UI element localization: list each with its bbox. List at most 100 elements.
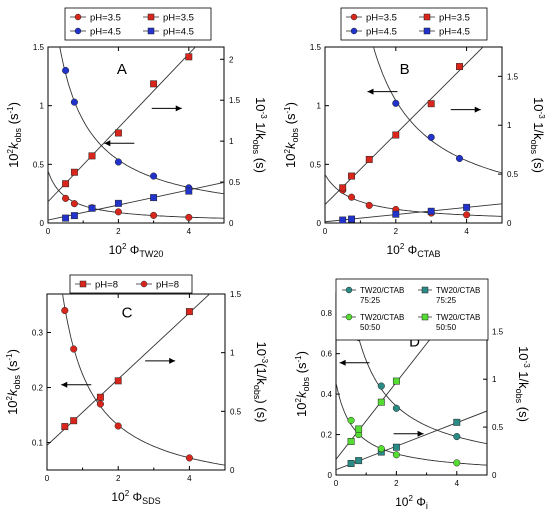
label-part: 2 [294,397,303,402]
label-part: 10 [254,342,269,356]
label-part: obs [12,374,22,389]
data-point-square [392,131,400,139]
data-point-circle [185,454,193,462]
y-right-tick-label: 0.5 [492,423,504,432]
legend-marker-square [79,280,87,288]
label-part: i [426,501,428,509]
legend-marker-circle [140,280,148,288]
y-right-tick-label: 1 [492,375,497,384]
data-point-square [88,152,96,160]
data-point-circle [392,99,400,107]
label-part: -1 [5,353,14,361]
label-part: (s) [253,154,268,173]
label-part: Φ [413,495,426,509]
y-left-tick-label: 0.5 [33,160,45,169]
series-1 [61,306,193,462]
data-point-square [427,207,435,215]
arrow-left-head [61,381,68,388]
label-part: obs [529,140,539,155]
data-point-square [355,457,363,465]
y-right-axis-label: 10-3 1/kobs (s) [251,97,268,173]
legend-marker-square [147,27,155,35]
y-right-tick-label: 0 [229,219,234,228]
y-right-tick-label: 1.5 [507,72,519,81]
legend-marker-circle [74,13,82,21]
y-right-tick-label: 0.5 [229,178,241,187]
legend-marker-square [423,27,431,35]
fit-line-0 [48,170,224,219]
label-part: obs [514,389,524,404]
data-point-circle [96,400,104,408]
x-tick-label: 4 [464,227,469,236]
y-right-tick-label: 1 [229,137,234,146]
label-part: (s [294,362,309,377]
data-point-square [70,168,78,176]
x-tick-label: 4 [187,474,192,483]
data-point-square [392,210,400,218]
data-point-circle [61,306,69,315]
legend-marker-square [423,13,431,21]
data-point-square [114,129,122,137]
data-point-circle [70,345,78,353]
data-point-circle [62,66,70,75]
label-part: (s) [531,154,546,173]
data-point-circle [150,172,158,180]
label-part: 2 [400,242,405,251]
y-left-tick-label: 0.2 [321,431,333,440]
data-point-circle [348,193,356,201]
label-part: obs [301,376,311,391]
x-tick-label: 4 [187,227,192,236]
data-point-circle [377,382,385,390]
legend-label: pH=4.5 [163,27,194,38]
legend-label: 50:50 [360,323,381,332]
label-part: -1 [6,106,15,114]
data-point-square [114,199,122,207]
x-tick-label: 4 [455,479,460,488]
label-part: 10 [294,402,309,416]
data-point-square [70,417,78,425]
data-point-square [62,214,70,222]
series-2 [347,416,461,467]
arrow-right-head [169,357,176,364]
y-right-tick-label: 0 [492,471,497,480]
plot-frame [324,46,503,224]
label-part: 1/k [253,119,268,140]
legend-marker-circle [350,27,358,35]
series-2 [62,66,193,192]
data-point-circle [62,194,70,202]
x-tick-label: 0 [46,227,51,236]
data-point-square [339,184,347,192]
legend-label: pH=8 [95,280,118,291]
y-left-tick-label: 0 [40,219,45,228]
label-part: 10 [531,97,546,111]
data-point-square [453,418,461,426]
label-part: 10 [111,490,125,504]
label-part: 10 [516,346,531,360]
legend-label: pH=4.5 [90,27,121,38]
data-point-square [88,204,96,212]
label-part: -3 [259,112,268,120]
label-part: Φ [404,243,417,257]
x-axis-label: 102 Φi [395,494,428,509]
label-part: -1 [283,106,292,114]
y-right-tick-label: 1 [507,121,512,130]
label-part: Φ [129,490,142,504]
series-3 [339,203,471,224]
legend-label: pH=4.5 [439,27,470,38]
label-part: k [283,141,298,149]
fit-line-2 [373,47,502,174]
legend-marker-square [421,286,429,294]
label-part: 10 [386,243,400,257]
label-part: (s [6,113,21,128]
y-right-tick-label: 0 [230,466,235,475]
y-left-axis-label: 102kobs (s-1) [283,102,300,168]
label-part: 10 [109,243,123,257]
y-left-tick-label: 0.3 [32,329,44,338]
y-right-tick-label: 0 [507,219,512,228]
legend-box [64,7,212,41]
panel-letter: B [400,61,410,78]
y-left-axis-label: 102kobs (s-1) [6,102,23,168]
